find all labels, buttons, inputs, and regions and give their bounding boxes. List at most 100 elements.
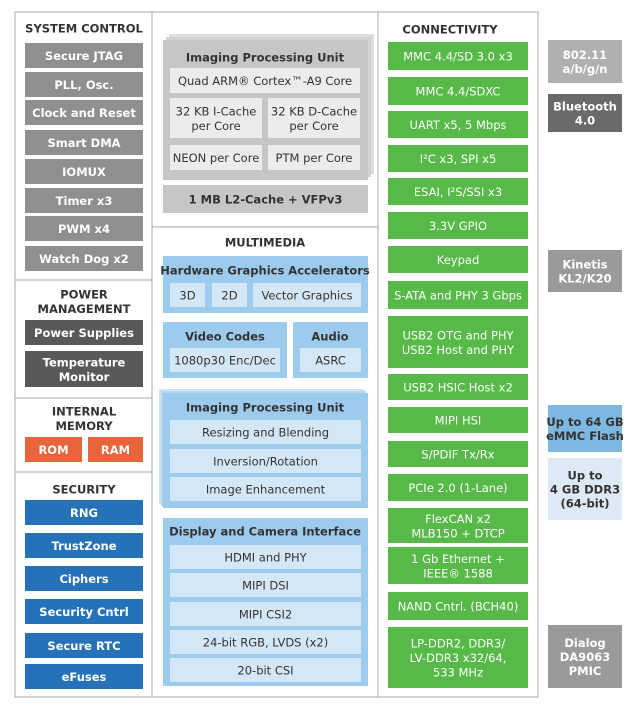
media-block-label: Image Enhancement <box>206 483 326 497</box>
media-block <box>170 477 361 501</box>
connectivity-block-label: LP-DDR2, DDR3/ <box>411 637 506 651</box>
connectivity-block-label: S-ATA and PHY 3 Gbps <box>394 289 522 303</box>
external-block-label: eMMC Flash <box>546 429 624 443</box>
media-block-label: 20-bit CSI <box>237 664 293 678</box>
security-block <box>25 633 143 658</box>
external-block <box>548 94 622 132</box>
power-block-label: Monitor <box>59 370 110 384</box>
external-block-label: 4.0 <box>575 114 595 128</box>
connectivity-block-label: IEEE® 1588 <box>423 566 493 580</box>
security-block-label: Secure RTC <box>47 639 120 653</box>
media-block-label: 2D <box>221 289 237 303</box>
media-block <box>253 283 361 307</box>
connectivity-block <box>388 77 528 105</box>
system-block-label: PLL, Osc. <box>54 78 113 92</box>
cpu-block <box>170 98 262 138</box>
connectivity-block <box>388 508 528 543</box>
connectivity-block <box>388 441 528 467</box>
connectivity-block-label: FlexCAN x2 <box>425 512 491 526</box>
external-block-label: 4 GB DDR3 <box>550 483 620 497</box>
section-title: Imaging Processing Unit <box>186 51 345 65</box>
cpu-block-label: per Core <box>191 119 240 133</box>
external-block-label: PMIC <box>569 664 602 678</box>
media-block <box>212 283 247 307</box>
system-block <box>25 72 143 97</box>
external-block <box>548 40 622 83</box>
media-block-label: HDMI and PHY <box>224 551 307 565</box>
external-block-label: Kinetis <box>562 258 607 272</box>
media-block <box>170 658 361 682</box>
connectivity-block <box>388 178 528 205</box>
connectivity-block-label: NAND Cntrl. (BCH40) <box>398 600 519 614</box>
security-block-label: Security Cntrl <box>39 605 128 619</box>
external-block-label: DA9063 <box>560 650 610 664</box>
connectivity-block <box>388 547 528 584</box>
security-block <box>25 566 143 591</box>
connectivity-block <box>388 212 528 239</box>
connectivity-block-label: USB2 HSIC Host x2 <box>403 381 513 395</box>
panel-title: Display and Camera Interface <box>169 525 361 539</box>
power-block-label: Power Supplies <box>34 326 134 340</box>
media-block <box>170 449 361 473</box>
media-block <box>170 573 361 597</box>
external-block-label: Up to <box>568 469 603 483</box>
media-block-label: 24-bit RGB, LVDS (x2) <box>203 636 328 650</box>
connectivity-block-label: MIPI HSI <box>435 414 482 428</box>
cpu-block <box>268 145 360 170</box>
media-block <box>300 348 361 372</box>
cache-block-label: 1 MB L2-Cache + VFPv3 <box>189 193 343 207</box>
media-block-label: MIPI DSI <box>242 579 289 593</box>
connectivity-block <box>388 316 528 368</box>
system-block-label: PWM x4 <box>58 222 110 236</box>
cpu-block <box>268 98 360 138</box>
section-frame <box>377 11 539 698</box>
external-block-label: a/b/g/n <box>562 62 607 76</box>
connectivity-block-label: 1 Gb Ethernet + <box>411 552 505 566</box>
section-title: SECURITY <box>52 483 116 497</box>
connectivity-block-label: UART x5, 5 Mbps <box>409 118 506 132</box>
connectivity-block <box>388 374 528 400</box>
system-block-label: Smart DMA <box>47 136 120 150</box>
section-title: MANAGEMENT <box>38 302 131 316</box>
security-block-label: TrustZone <box>51 539 116 553</box>
media-block <box>170 630 361 654</box>
connectivity-block <box>388 42 528 70</box>
media-block-label: Inversion/Rotation <box>213 455 318 469</box>
cpu-block-label: PTM per Core <box>276 151 353 165</box>
connectivity-block-label: USB2 Host and PHY <box>402 343 515 357</box>
system-block <box>25 159 143 184</box>
media-block-label: Vector Graphics <box>261 289 352 303</box>
power-block-label: Temperature <box>43 355 126 369</box>
memory-block <box>25 437 82 462</box>
external-block <box>548 405 622 452</box>
memory-block <box>88 437 143 462</box>
external-block-label: 802.11 <box>563 48 607 62</box>
cpu-block-label: Quad ARM® Cortex™-A9 Core <box>178 74 352 88</box>
connectivity-block-label: MMC 4.4/SDXC <box>416 85 501 99</box>
cpu-block <box>170 145 262 170</box>
connectivity-block <box>388 246 528 273</box>
system-block <box>25 100 143 125</box>
external-block <box>548 625 622 688</box>
panel-title: Video Codes <box>185 330 265 344</box>
connectivity-block <box>388 627 528 688</box>
section-title: MULTIMEDIA <box>225 236 305 250</box>
connectivity-block-label: S/PDIF Tx/Rx <box>421 448 494 462</box>
media-block <box>170 420 361 444</box>
power-block <box>25 320 143 345</box>
security-block-label: RNG <box>70 506 98 520</box>
cache-block <box>163 185 368 213</box>
system-block-label: Clock and Reset <box>32 106 136 120</box>
external-block-label: Dialog <box>564 636 605 650</box>
connectivity-block-label: ESAI, I²S/SSI x3 <box>414 185 502 199</box>
security-block <box>25 599 143 624</box>
security-block <box>25 500 143 525</box>
connectivity-block-label: MMC 4.4/SD 3.0 x3 <box>403 50 513 64</box>
connectivity-block-label: 3.3V GPIO <box>429 219 487 233</box>
external-block-label: KL2/K20 <box>558 272 611 286</box>
system-block-label: Secure JTAG <box>45 49 123 63</box>
section-title: CONNECTIVITY <box>402 23 498 37</box>
system-block <box>25 130 143 155</box>
panel-title: Audio <box>311 330 348 344</box>
system-block <box>25 246 143 271</box>
